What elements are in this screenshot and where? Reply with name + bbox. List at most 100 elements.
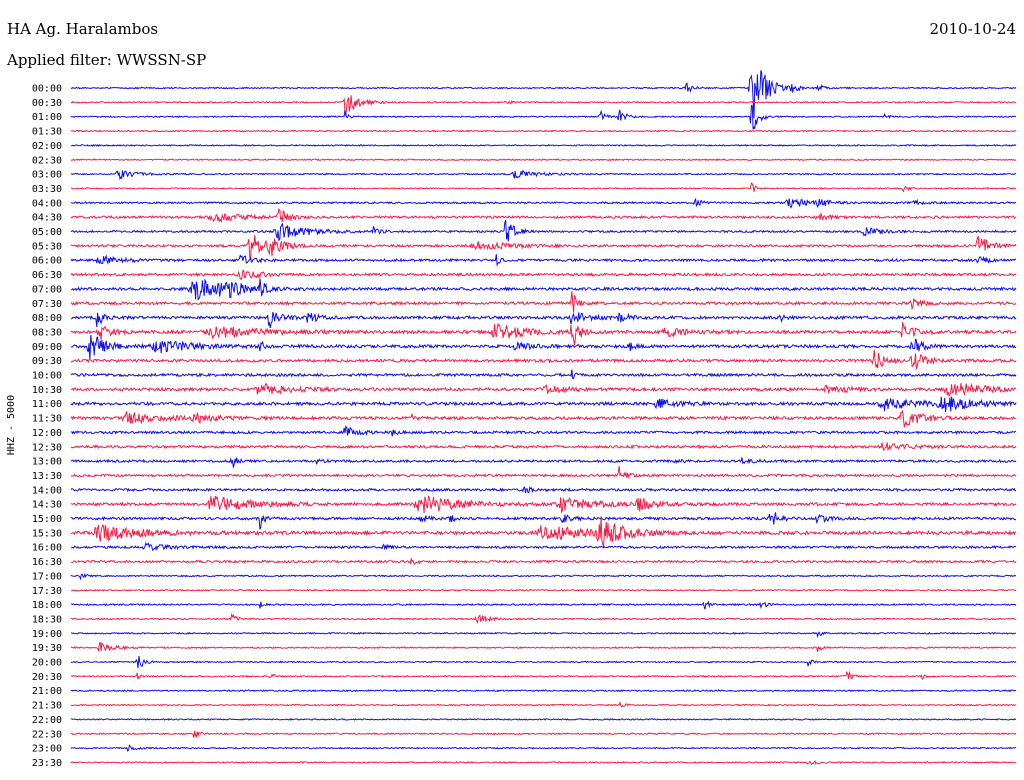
trace-2000 <box>70 655 1017 669</box>
trace-1200 <box>70 425 1017 437</box>
trace-2030 <box>70 670 1017 681</box>
trace-0630 <box>70 269 1017 281</box>
time-labels: 00:00 00:30 01:00 01:30 02:00 02:30 03:00 03:30… <box>32 84 62 769</box>
trace-1330 <box>70 465 1017 480</box>
time-label-0130: 01:30 <box>32 127 62 138</box>
time-label-1630: 16:30 <box>32 557 62 568</box>
time-label-0430: 04:30 <box>32 213 62 224</box>
time-label-1930: 19:30 <box>32 643 62 654</box>
time-label-1700: 17:00 <box>32 571 62 582</box>
time-label-1530: 15:30 <box>32 528 62 539</box>
trace-0000 <box>70 70 1017 119</box>
trace-2100 <box>70 689 1017 693</box>
trace-2200 <box>71 718 1017 721</box>
y-axis-label: HHZ - 5000 <box>6 395 17 455</box>
station-name: HA Ag. Haralambos <box>7 20 159 38</box>
y-axis-label-text: HHZ - 5000 <box>6 395 17 455</box>
trace-0500 <box>70 220 1017 242</box>
trace-1700 <box>70 573 1017 581</box>
time-label-2230: 22:30 <box>32 729 62 740</box>
time-label-2100: 21:00 <box>32 686 62 697</box>
trace-1300 <box>70 457 1017 468</box>
time-label-0000: 00:00 <box>32 84 62 95</box>
trace-0430 <box>70 207 1017 223</box>
trace-0300 <box>70 169 1017 181</box>
time-label-1300: 13:00 <box>32 457 62 468</box>
trace-0830 <box>70 321 1017 346</box>
time-label-0200: 02:00 <box>32 141 62 152</box>
time-label-0230: 02:30 <box>32 155 62 166</box>
trace-1130 <box>70 410 1017 428</box>
trace-1930 <box>70 641 1017 653</box>
time-label-0100: 01:00 <box>32 112 62 123</box>
time-label-2200: 22:00 <box>32 715 62 726</box>
trace-1600 <box>70 541 1017 552</box>
time-label-0030: 00:30 <box>32 98 62 109</box>
time-label-0700: 07:00 <box>32 284 62 295</box>
trace-2300 <box>70 744 1017 752</box>
trace-1500 <box>70 512 1017 530</box>
time-label-0400: 04:00 <box>32 198 62 209</box>
recording-date: 2010-10-24 <box>929 20 1016 38</box>
trace-2230 <box>70 730 1017 738</box>
time-label-1800: 18:00 <box>32 600 62 611</box>
time-label-1730: 17:30 <box>32 586 62 597</box>
trace-0530 <box>70 234 1017 261</box>
trace-1800 <box>70 600 1017 610</box>
trace-1100 <box>70 396 1017 413</box>
time-label-2130: 21:30 <box>32 701 62 712</box>
time-label-0630: 06:30 <box>32 270 62 281</box>
trace-0230 <box>70 158 1017 162</box>
trace-0200 <box>70 143 1017 147</box>
trace-0330 <box>70 182 1017 193</box>
time-label-0830: 08:30 <box>32 327 62 338</box>
trace-1730 <box>70 588 1017 592</box>
time-label-0900: 09:00 <box>32 342 62 353</box>
seismic-traces <box>70 70 1017 766</box>
time-label-1030: 10:30 <box>32 385 62 396</box>
time-label-0930: 09:30 <box>32 356 62 367</box>
time-label-0600: 06:00 <box>32 256 62 267</box>
time-label-0530: 05:30 <box>32 241 62 252</box>
time-label-1100: 11:00 <box>32 399 62 410</box>
trace-1030 <box>70 382 1017 398</box>
time-label-2300: 23:00 <box>32 744 62 755</box>
time-label-1400: 14:00 <box>32 485 62 496</box>
trace-1830 <box>70 612 1017 624</box>
time-label-0500: 05:00 <box>32 227 62 238</box>
time-label-2030: 20:30 <box>32 672 62 683</box>
time-label-1500: 15:00 <box>32 514 62 525</box>
trace-2330 <box>70 760 1017 766</box>
trace-0730 <box>70 291 1017 313</box>
time-label-1900: 19:00 <box>32 629 62 640</box>
trace-2130 <box>70 700 1017 708</box>
time-label-1230: 12:30 <box>32 442 62 453</box>
time-label-1200: 12:00 <box>32 428 62 439</box>
trace-0700 <box>70 278 1017 301</box>
trace-0400 <box>71 198 1016 209</box>
time-label-0300: 03:00 <box>32 170 62 181</box>
trace-0600 <box>70 254 1017 267</box>
time-label-1430: 14:30 <box>32 500 62 511</box>
trace-1000 <box>70 369 1017 380</box>
trace-1400 <box>70 485 1017 494</box>
time-label-1330: 13:30 <box>32 471 62 482</box>
trace-0030 <box>70 95 1016 118</box>
time-label-2000: 20:00 <box>32 658 62 669</box>
time-label-2330: 23:30 <box>32 758 62 769</box>
trace-0900 <box>70 335 1017 361</box>
trace-0100 <box>70 104 1017 130</box>
time-label-0800: 08:00 <box>32 313 62 324</box>
trace-1430 <box>70 495 1017 514</box>
filter-label: Applied filter: WWSSN-SP <box>7 51 207 69</box>
trace-1530 <box>70 516 1017 548</box>
trace-0800 <box>70 311 1017 328</box>
trace-1900 <box>70 631 1016 639</box>
trace-0930 <box>70 349 1017 370</box>
time-label-1600: 16:00 <box>32 543 62 554</box>
time-label-1130: 11:30 <box>32 414 62 425</box>
trace-0130 <box>70 129 1017 133</box>
trace-1630 <box>70 557 1017 566</box>
trace-1230 <box>70 442 1017 452</box>
